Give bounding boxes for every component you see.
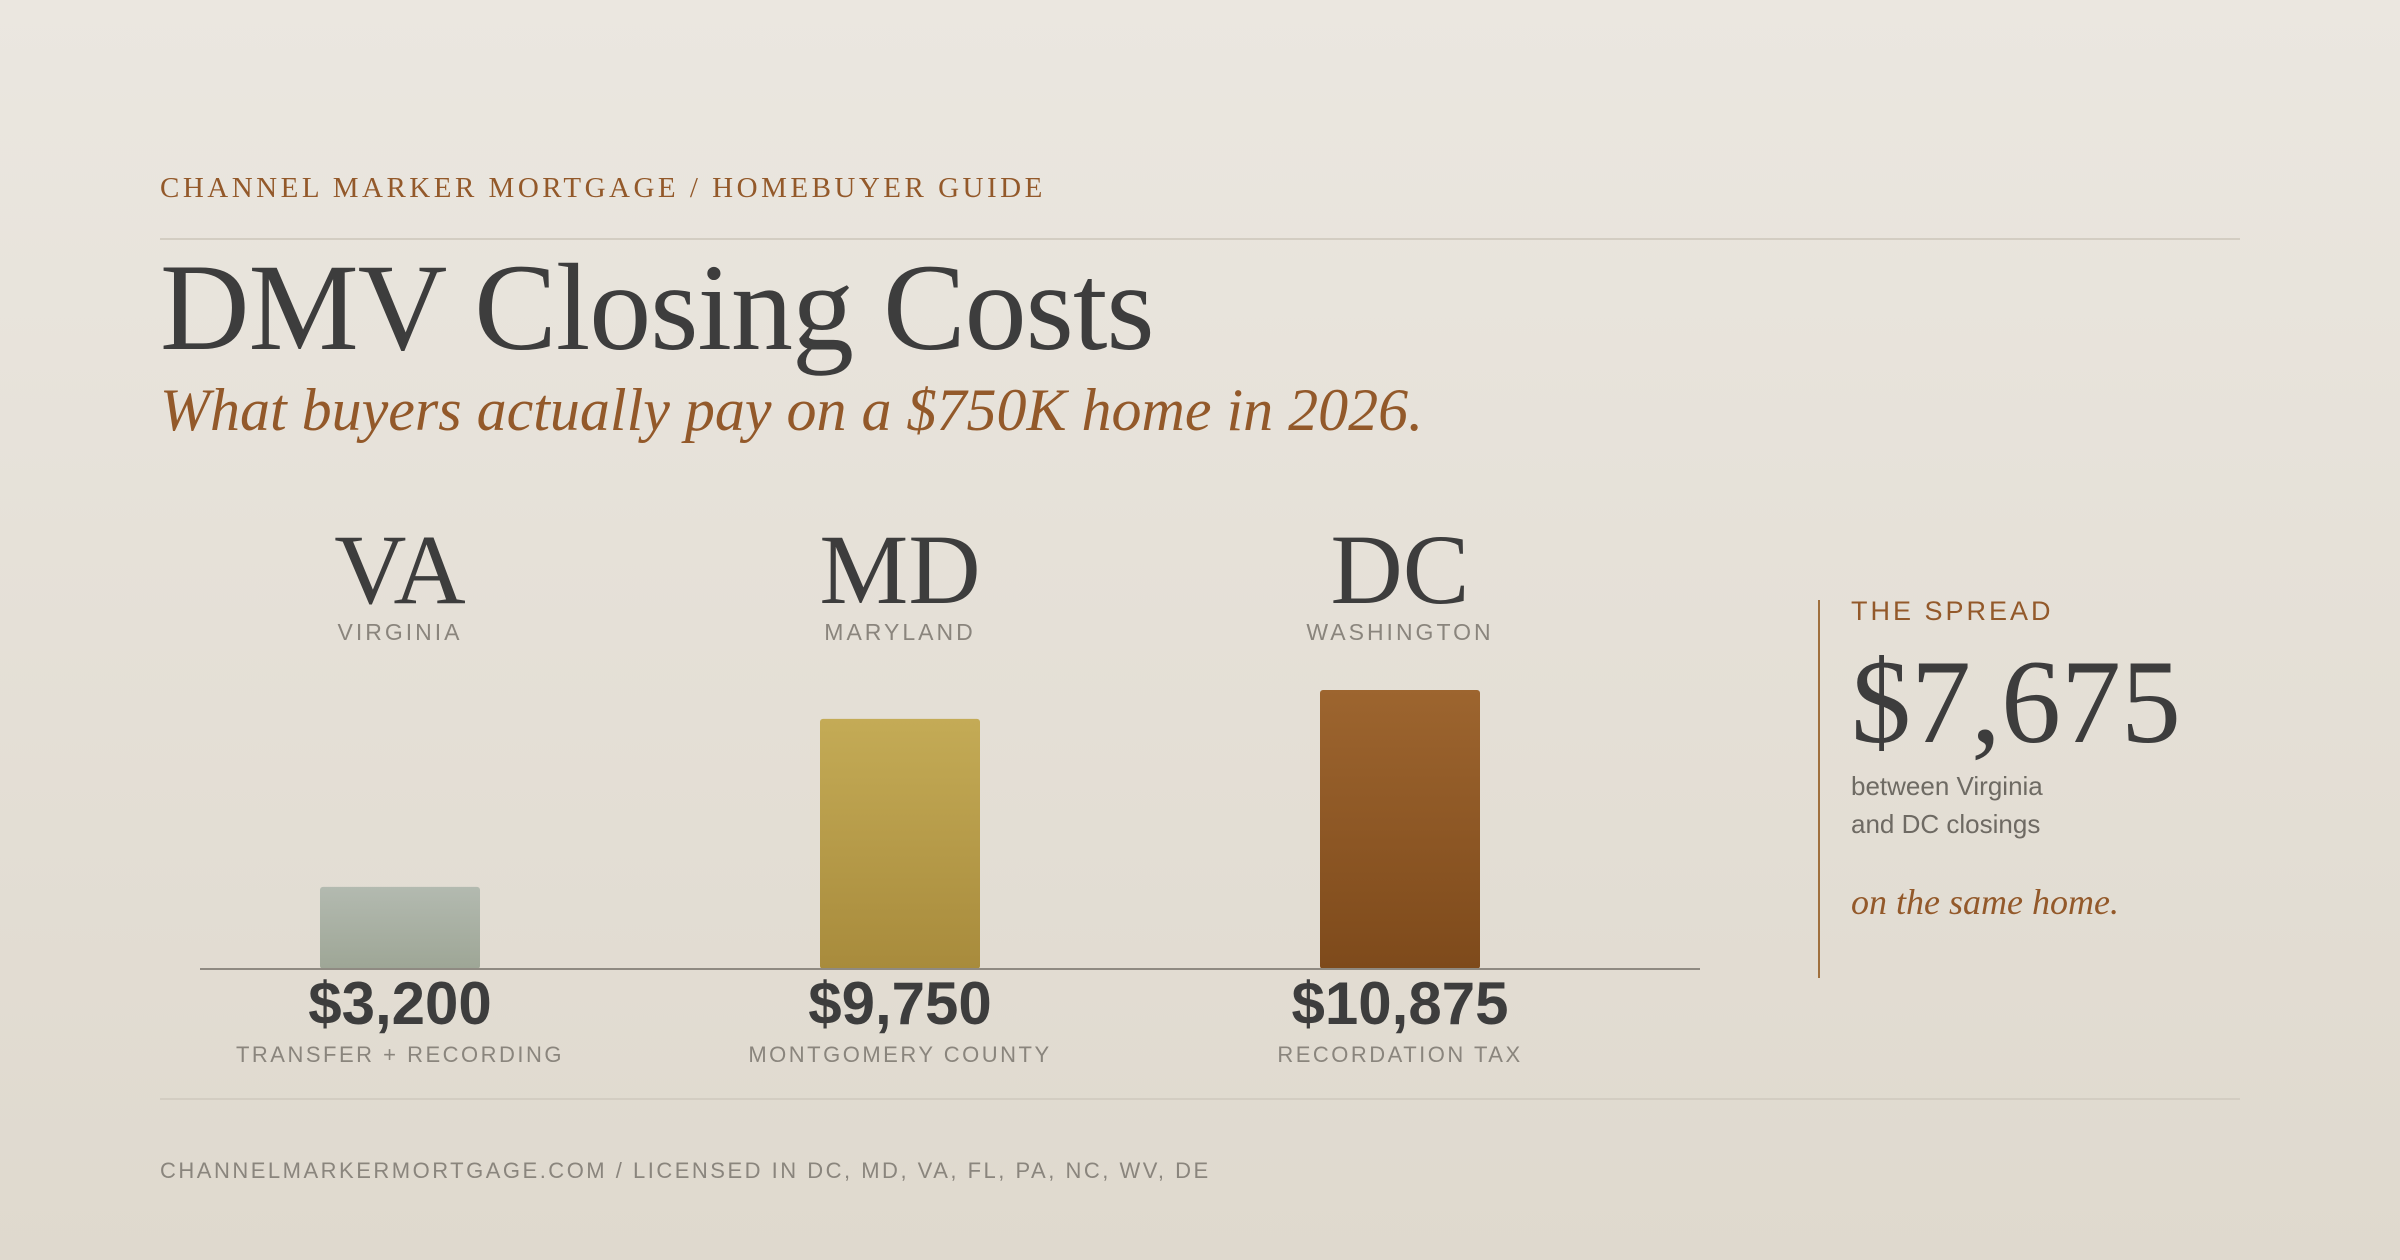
state-name-va: VIRGINIA: [338, 619, 463, 645]
value-label-dc: $10,875: [1292, 970, 1509, 1037]
footer-text: CHANNELMARKERMORTGAGE.COM / LICENSED IN …: [160, 1158, 1211, 1183]
spread-label: THE SPREAD: [1851, 596, 2054, 626]
bar-dc: [1320, 690, 1480, 969]
eyebrow: CHANNEL MARKER MORTGAGE / HOMEBUYER GUID…: [160, 172, 1046, 204]
bar-va: [320, 886, 480, 969]
state-abbr-md: MD: [819, 514, 980, 625]
value-label-md: $9,750: [808, 970, 992, 1037]
state-name-dc: WASHINGTON: [1306, 619, 1493, 645]
page-title: DMV Closing Costs: [160, 239, 1155, 376]
value-label-va: $3,200: [308, 970, 492, 1037]
state-name-md: MARYLAND: [824, 619, 975, 645]
spread-description: between Virginia and DC closings: [1851, 771, 2043, 839]
top-divider: [160, 238, 2240, 240]
cost-note-va: TRANSFER + RECORDING: [236, 1042, 564, 1067]
page-subtitle: What buyers actually pay on a $750K home…: [160, 377, 1424, 443]
spread-value: $7,675: [1851, 635, 2181, 768]
spread-callout: THE SPREAD $7,675 between Virginia and D…: [1818, 596, 2231, 978]
state-abbr-dc: DC: [1331, 514, 1470, 625]
bar-md: [820, 718, 980, 969]
state-abbr-va: VA: [334, 514, 466, 625]
spread-tagline: on the same home.: [1851, 882, 2119, 922]
cost-note-dc: RECORDATION TAX: [1277, 1042, 1522, 1067]
bottom-divider: [160, 1098, 2240, 1100]
cost-note-md: MONTGOMERY COUNTY: [748, 1042, 1051, 1067]
